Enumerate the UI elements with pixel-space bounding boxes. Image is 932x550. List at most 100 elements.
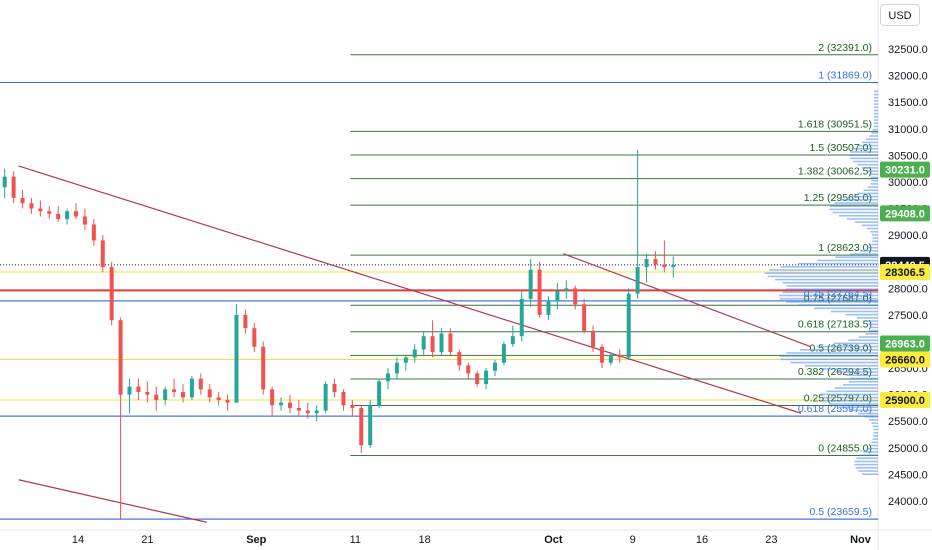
volume-bar bbox=[850, 151, 878, 153]
y-tick-label-16: 24500.0 bbox=[888, 469, 928, 481]
price-badge-label-4: 26963.0 bbox=[885, 338, 925, 350]
volume-bar bbox=[872, 438, 878, 440]
candle-body-71 bbox=[599, 346, 604, 363]
candle-body-37 bbox=[296, 407, 301, 411]
volume-bar bbox=[786, 285, 878, 287]
volume-bar bbox=[861, 224, 878, 227]
price-badge-label-5: 26660.0 bbox=[885, 355, 925, 367]
candle-body-65 bbox=[546, 301, 551, 315]
volume-bar bbox=[790, 361, 878, 364]
x-tick-label-5: Oct bbox=[544, 534, 563, 546]
candle-body-30 bbox=[234, 314, 239, 403]
volume-bar bbox=[782, 281, 878, 284]
volume-bar bbox=[854, 221, 878, 223]
volume-bar bbox=[863, 451, 878, 453]
volume-bar bbox=[838, 214, 878, 217]
candle-body-10 bbox=[56, 213, 61, 220]
y-tick-label-10: 27500.0 bbox=[888, 310, 928, 322]
currency-button[interactable]: USD bbox=[880, 4, 920, 26]
candle-body-42 bbox=[341, 391, 346, 406]
candle-body-70 bbox=[591, 330, 596, 347]
volume-bar bbox=[780, 358, 878, 361]
volume-bar bbox=[797, 262, 878, 265]
y-tick-label-9: 28000.0 bbox=[888, 283, 928, 295]
fib-label-2: 1.618 (30951.5) bbox=[798, 118, 872, 130]
trend-line-1 bbox=[18, 479, 207, 523]
volume-bar bbox=[863, 189, 878, 192]
volume-bar bbox=[866, 447, 878, 450]
volume-bar bbox=[835, 371, 878, 373]
fib-label-9: 0.618 (27183.5) bbox=[798, 319, 872, 331]
candle-body-26 bbox=[198, 378, 203, 390]
y-tick-label-7: 29000.0 bbox=[888, 230, 928, 242]
candle-body-72 bbox=[608, 354, 613, 363]
volume-bar bbox=[870, 183, 878, 185]
volume-bar bbox=[854, 463, 878, 466]
fib-label-1: 1 (31869.0) bbox=[818, 70, 872, 82]
volume-bar bbox=[866, 227, 878, 230]
volume-bar bbox=[857, 192, 878, 195]
candle-body-53 bbox=[439, 333, 444, 353]
candle-body-34 bbox=[270, 389, 275, 406]
candle-body-62 bbox=[519, 298, 524, 337]
volume-bar bbox=[867, 186, 878, 188]
time-axis[interactable]: 14 21 Sep 11 18 Oct 9 16 23 Nov bbox=[72, 534, 872, 546]
candle-body-44 bbox=[359, 407, 364, 446]
candle-body-56 bbox=[466, 365, 471, 374]
candle-body-14 bbox=[91, 224, 96, 241]
volume-bar bbox=[873, 431, 878, 434]
candle-body-54 bbox=[448, 333, 453, 353]
volume-bar bbox=[856, 457, 878, 460]
volume-bar bbox=[872, 425, 878, 428]
fib-label-5: 1.25 (29565.0) bbox=[804, 192, 872, 204]
fib-label-15: 0.5 (23659.5) bbox=[810, 506, 872, 518]
x-tick-label-1: 21 bbox=[141, 534, 153, 546]
volume-bar bbox=[861, 473, 878, 476]
y-tick-label-1: 32000.0 bbox=[888, 71, 928, 83]
candle-body-35 bbox=[279, 402, 284, 406]
candle-body-43 bbox=[350, 405, 355, 408]
candle-body-45 bbox=[368, 405, 373, 446]
volume-bar bbox=[786, 301, 878, 303]
volume-bar bbox=[873, 119, 878, 121]
candle-body-79 bbox=[671, 264, 676, 268]
price-badge-0 bbox=[880, 161, 930, 178]
y-tick-label-3: 31000.0 bbox=[888, 124, 928, 136]
candle-body-77 bbox=[653, 259, 658, 265]
candle-body-41 bbox=[332, 384, 337, 392]
volume-bar bbox=[832, 211, 878, 214]
volume-bar bbox=[857, 163, 878, 166]
volume-bar bbox=[873, 428, 878, 431]
trend-lines bbox=[18, 165, 812, 523]
volume-bar bbox=[834, 387, 878, 389]
candle-body-78 bbox=[662, 264, 667, 268]
candle-body-16 bbox=[109, 267, 114, 321]
candle-body-68 bbox=[573, 288, 578, 305]
candle-body-27 bbox=[207, 389, 212, 398]
candle-body-60 bbox=[501, 344, 506, 363]
candle-body-66 bbox=[555, 290, 560, 302]
candle-body-32 bbox=[252, 328, 257, 347]
volume-bar bbox=[873, 109, 878, 112]
volume-bar bbox=[873, 100, 878, 102]
price-badge-label-6: 25900.0 bbox=[885, 395, 925, 407]
candle-body-20 bbox=[145, 391, 150, 395]
candle-body-6 bbox=[20, 197, 25, 204]
volume-bar bbox=[873, 106, 878, 109]
candle-body-50 bbox=[412, 349, 417, 358]
volume-bar bbox=[870, 230, 878, 233]
volume-bar bbox=[822, 400, 878, 402]
candle-body-40 bbox=[323, 384, 328, 411]
x-tick-label-0: 14 bbox=[72, 534, 84, 546]
candle-body-18 bbox=[127, 386, 132, 395]
price-badge-label-0: 30231.0 bbox=[885, 165, 925, 177]
candle-body-15 bbox=[100, 240, 105, 268]
candle-body-63 bbox=[528, 269, 533, 299]
candle-body-73 bbox=[617, 354, 622, 358]
volume-bar bbox=[779, 294, 878, 297]
y-tick-label-5: 30000.0 bbox=[888, 177, 928, 189]
candle-body-29 bbox=[225, 399, 230, 403]
volume-bar bbox=[826, 390, 878, 393]
volume-bar bbox=[870, 243, 878, 246]
